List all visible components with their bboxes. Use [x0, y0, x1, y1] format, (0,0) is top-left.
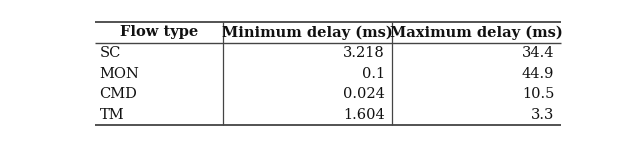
- Text: CMD: CMD: [100, 87, 138, 101]
- Text: 34.4: 34.4: [522, 46, 554, 60]
- Text: 0.1: 0.1: [362, 67, 385, 81]
- Text: Flow type: Flow type: [120, 25, 198, 39]
- Text: 44.9: 44.9: [522, 67, 554, 81]
- Text: 1.604: 1.604: [344, 108, 385, 122]
- Text: Maximum delay (ms): Maximum delay (ms): [390, 25, 563, 40]
- Text: 3.3: 3.3: [531, 108, 554, 122]
- Text: 3.218: 3.218: [344, 46, 385, 60]
- Text: SC: SC: [100, 46, 121, 60]
- Text: MON: MON: [100, 67, 140, 81]
- Text: TM: TM: [100, 108, 124, 122]
- Text: Minimum delay (ms): Minimum delay (ms): [222, 25, 393, 40]
- Text: 10.5: 10.5: [522, 87, 554, 101]
- Text: 0.024: 0.024: [343, 87, 385, 101]
